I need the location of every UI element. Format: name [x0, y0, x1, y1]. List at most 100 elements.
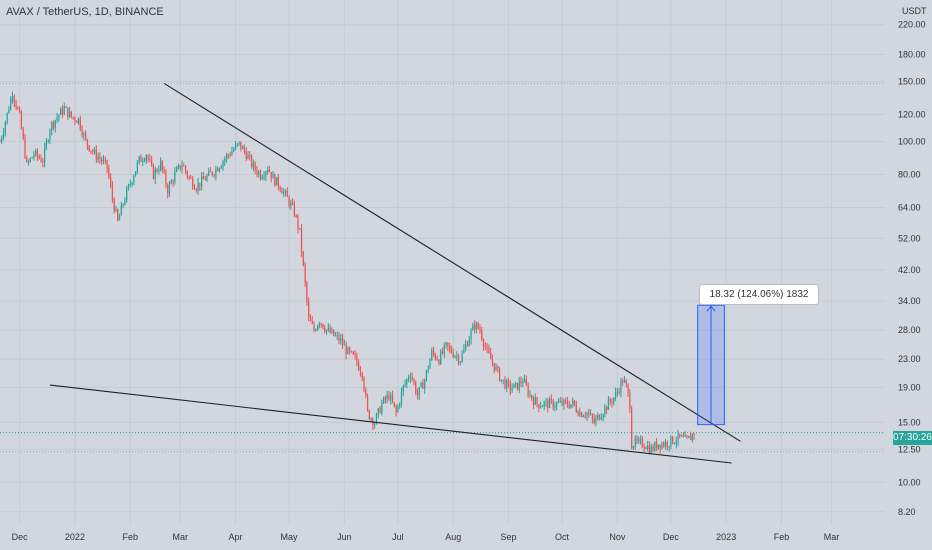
y-tick-label: 19.00 — [898, 382, 921, 392]
candle-body — [259, 171, 262, 179]
candle-body — [167, 185, 169, 195]
candle-body — [573, 400, 576, 406]
candle-body — [432, 350, 435, 354]
candle-body — [242, 146, 244, 150]
candle-body — [85, 133, 87, 140]
candle-body — [245, 151, 247, 159]
candle-body — [159, 160, 162, 171]
candle-body — [131, 182, 133, 185]
price-axis[interactable]: USDT 220.00 180.00 150.00 120.00 100.00 80.00 6… — [898, 6, 927, 517]
candle-body — [454, 355, 456, 357]
candle-body — [186, 171, 188, 177]
candle-body — [682, 435, 685, 437]
candle-body — [193, 187, 196, 190]
y-tick-label: 180.00 — [898, 49, 926, 59]
candle-body — [104, 159, 106, 161]
candle-body — [172, 181, 174, 183]
candle-body — [284, 190, 287, 192]
candle-body — [324, 328, 326, 332]
candle-body — [484, 346, 486, 348]
trendlines[interactable] — [49, 82, 741, 464]
candle-body — [140, 156, 142, 162]
y-tick-label: 100.00 — [898, 136, 926, 146]
y-tick-label: 52.00 — [898, 233, 921, 243]
candle-body — [200, 176, 203, 187]
candle-body — [238, 141, 240, 144]
candle-body — [647, 445, 649, 450]
candle-body — [589, 414, 592, 416]
candle-body — [79, 118, 81, 130]
candle-body — [407, 378, 410, 380]
time-axis[interactable]: Dec 2022 Feb Mar Apr May Jun Jul Aug Sep Oct Nov Dec… — [12, 532, 840, 542]
candle-body — [399, 403, 401, 406]
candle-body — [295, 215, 297, 217]
y-tick-label: 150.00 — [898, 76, 926, 86]
candle-body — [281, 190, 283, 194]
candle-body — [249, 155, 251, 157]
candle-body — [691, 433, 693, 440]
candle-body — [377, 408, 379, 414]
candle-body — [309, 317, 312, 322]
candle-body — [363, 377, 365, 390]
candle-body — [290, 202, 292, 206]
x-tick-label: Mar — [172, 532, 188, 542]
candle-body — [352, 351, 354, 355]
candle-body — [516, 382, 519, 390]
candle-body — [689, 436, 692, 440]
candle-body — [318, 323, 321, 326]
candle-body — [152, 164, 155, 179]
candle-body — [556, 402, 558, 407]
candle-body — [19, 108, 21, 113]
candle-body — [274, 174, 276, 186]
candle-body — [110, 177, 112, 186]
candle-body — [149, 159, 151, 161]
candle-body — [538, 404, 540, 408]
measure-label: 18.32 (124.06%) 1832 — [699, 284, 819, 305]
candle-body — [652, 446, 654, 451]
candle-body — [195, 189, 197, 191]
x-tick-label: Aug — [445, 532, 461, 542]
x-tick-label: Nov — [609, 532, 626, 542]
candle-body — [579, 412, 581, 416]
candle-body — [113, 199, 115, 212]
candle-body — [177, 165, 180, 169]
candle-body — [509, 383, 511, 390]
candle-body — [470, 330, 472, 340]
candle-body — [543, 401, 545, 406]
candle-body — [35, 150, 37, 155]
candle-body — [218, 168, 221, 171]
candle-body — [322, 323, 324, 329]
x-tick-label: May — [281, 532, 299, 542]
candle-body — [498, 367, 501, 381]
x-tick-label: Sep — [501, 532, 517, 542]
candle-body — [554, 406, 556, 408]
candle-body — [65, 106, 67, 108]
candle-body — [338, 335, 340, 342]
candle-body — [163, 169, 165, 173]
candle-body — [415, 382, 417, 394]
measure-tool[interactable] — [697, 304, 725, 426]
candle-body — [422, 382, 424, 389]
candle-body — [375, 413, 378, 424]
candle-body — [225, 154, 228, 159]
candle-body — [584, 416, 586, 418]
candle-body — [595, 417, 597, 423]
candle-body — [61, 108, 64, 115]
candle-body — [291, 202, 294, 205]
candle-body — [190, 177, 192, 179]
x-tick-label: Dec — [12, 532, 29, 542]
candle-body — [673, 443, 676, 445]
candle-body — [86, 139, 89, 146]
candle-body — [459, 361, 461, 363]
candle-body — [659, 444, 661, 449]
candle-body — [263, 176, 265, 178]
candle-body — [625, 380, 627, 385]
candle-body — [275, 177, 278, 186]
x-tick-label: Jun — [337, 532, 352, 542]
candle-body — [231, 151, 233, 156]
y-tick-label: 64.00 — [898, 203, 921, 213]
candle-body — [688, 436, 690, 438]
candle-body — [254, 163, 256, 170]
